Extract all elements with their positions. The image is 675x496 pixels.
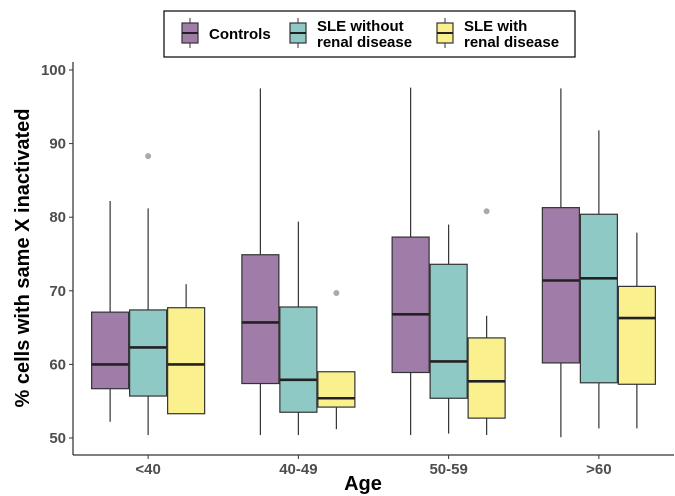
- y-tick-label: 100: [41, 62, 66, 79]
- box-plot: [279, 221, 318, 436]
- box-plot: [167, 284, 206, 415]
- box-plot: [579, 130, 618, 429]
- outlier-point: [145, 153, 152, 160]
- legend-key: [181, 18, 199, 48]
- box-plot: [541, 88, 580, 438]
- box-plot: [317, 290, 356, 430]
- plot-area: [91, 87, 656, 438]
- legend-key: [436, 18, 454, 48]
- legend-label: SLE without renal disease: [317, 18, 412, 51]
- box: [129, 309, 168, 397]
- y-tick-label: 60: [49, 356, 66, 373]
- box: [579, 213, 618, 384]
- legend-label: SLE with renal disease: [464, 18, 559, 51]
- box-plot: [391, 87, 430, 436]
- box: [467, 337, 506, 419]
- box-plot: [617, 232, 656, 429]
- x-tick-label: 40-49: [279, 461, 317, 478]
- legend-key: [289, 18, 307, 48]
- y-tick-label: 80: [49, 209, 66, 226]
- y-tick-label: 50: [49, 430, 66, 447]
- box: [241, 254, 280, 385]
- box-plot: [429, 224, 468, 434]
- box: [391, 236, 430, 374]
- box-plot: [467, 208, 506, 436]
- box-plot: [91, 201, 130, 422]
- x-tick-label: >60: [586, 461, 611, 478]
- box: [617, 285, 656, 385]
- box: [429, 263, 468, 399]
- legend: Controls SLE without renal disease SLE with…: [163, 10, 576, 58]
- outlier-point: [333, 290, 340, 297]
- x-axis: <40 40-49 50-59 >60: [73, 454, 674, 478]
- outlier-point: [483, 208, 490, 215]
- legend-label: Controls: [209, 26, 271, 43]
- x-tick-label: 50-59: [429, 461, 467, 478]
- box-plot: [241, 88, 280, 436]
- box: [167, 307, 206, 415]
- y-tick-label: 90: [49, 136, 66, 153]
- box: [541, 207, 580, 364]
- y-axis: 50 60 70 80 90 100: [41, 62, 74, 455]
- y-tick-label: 70: [49, 283, 66, 300]
- box: [91, 311, 130, 390]
- x-axis-title: Age: [344, 473, 382, 495]
- x-tick-label: <40: [135, 461, 160, 478]
- y-axis-title: % cells with same X inactivated: [12, 108, 34, 407]
- legend-box: [163, 10, 576, 58]
- box: [317, 371, 356, 408]
- box-plot: [129, 153, 168, 436]
- box: [279, 306, 318, 413]
